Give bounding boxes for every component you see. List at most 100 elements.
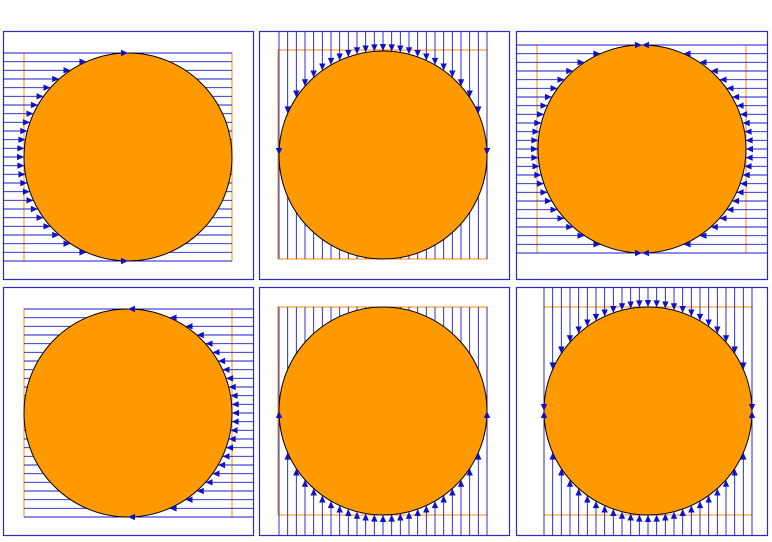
arrow-head <box>575 488 582 496</box>
arrow-head <box>679 305 686 313</box>
panel-lines-vertical-both <box>515 286 769 537</box>
arrow-head <box>745 154 753 161</box>
arrow-head <box>584 495 591 503</box>
arrow-head <box>301 79 309 87</box>
arrow-head <box>121 49 128 57</box>
arrow-head <box>662 513 669 521</box>
arrow-head <box>550 85 558 92</box>
arrow-head <box>212 349 220 356</box>
arrow-head <box>593 241 601 248</box>
arrow-head <box>642 249 649 257</box>
orange-circle <box>278 306 488 516</box>
arrow-head <box>345 49 352 57</box>
orange-circle <box>23 52 233 262</box>
arrow-head <box>218 357 226 365</box>
arrow-head <box>584 319 591 327</box>
orange-circle <box>278 50 488 260</box>
arrow-head <box>534 171 542 179</box>
arrow-head <box>405 511 413 519</box>
arrow-head <box>679 509 686 517</box>
arrow-head <box>557 76 565 83</box>
arrow-head <box>79 58 87 65</box>
arrow-head <box>36 93 44 100</box>
arrow-head <box>696 313 704 321</box>
arrow-head <box>532 128 540 135</box>
arrow-head <box>371 44 378 52</box>
arrow-head <box>327 501 335 509</box>
arrow-head <box>63 240 71 247</box>
arrow-head <box>719 76 727 83</box>
arrow-head <box>17 162 25 169</box>
arrow-head <box>466 90 473 98</box>
arrow-head <box>670 511 678 519</box>
arrow-head <box>362 45 369 53</box>
arrow-head <box>293 468 300 476</box>
arrow-head <box>558 468 565 476</box>
arrow-head <box>440 63 447 71</box>
arrow-head <box>577 232 585 239</box>
arrow-head <box>748 404 756 411</box>
arrow-head <box>745 137 753 144</box>
arrow-head <box>740 180 748 187</box>
arrow-head <box>746 145 753 153</box>
arrow-head <box>431 57 439 65</box>
arrow-head <box>275 148 283 155</box>
arrow-head <box>475 106 482 114</box>
arrow-head <box>696 501 704 509</box>
arrow-head <box>345 509 352 517</box>
arrow-head <box>483 411 491 418</box>
arrow-head <box>196 331 204 339</box>
arrow-head <box>466 468 473 476</box>
arrow-head <box>635 41 642 49</box>
arrow-head <box>592 501 600 509</box>
arrow-head <box>566 67 574 75</box>
arrow-head <box>18 136 26 143</box>
arrow-head <box>483 148 491 155</box>
arrow-head <box>319 495 326 503</box>
arrow-head <box>731 346 738 354</box>
arrow-head <box>218 461 226 469</box>
arrow-head <box>423 505 430 513</box>
panel-frame <box>258 30 511 281</box>
panel-frame <box>515 30 769 281</box>
arrow-head <box>397 45 404 53</box>
arrow-head <box>414 509 421 517</box>
arrow-head <box>327 57 335 65</box>
arrow-head <box>212 470 220 477</box>
arrow-head <box>17 145 25 152</box>
arrow-head <box>592 313 600 321</box>
arrow-head <box>549 362 556 370</box>
arrow-head <box>379 515 387 522</box>
arrow-head <box>26 110 34 117</box>
arrow-head <box>540 404 548 411</box>
arrow-head <box>636 300 643 308</box>
arrow-head <box>722 335 730 343</box>
panel-frame <box>515 286 769 537</box>
arrow-head <box>17 153 24 161</box>
arrow-head <box>699 59 707 66</box>
arrow-head <box>531 137 539 144</box>
arrow-head <box>688 505 695 513</box>
arrow-head <box>43 223 51 230</box>
arrow-head <box>536 111 544 118</box>
arrow-head <box>230 392 238 399</box>
arrow-head <box>740 111 748 118</box>
arrow-head <box>284 106 291 114</box>
arrow-head <box>128 305 135 313</box>
arrow-head <box>636 514 643 522</box>
arrow-head <box>20 127 28 135</box>
arrow-head <box>222 453 230 460</box>
arrow-head <box>549 452 556 460</box>
arrow-head <box>414 49 421 57</box>
arrow-head <box>26 197 34 204</box>
arrow-head <box>397 513 404 521</box>
arrow-head <box>540 189 548 196</box>
arrow-head <box>231 418 239 425</box>
arrow-head <box>688 309 695 317</box>
arrow-head <box>226 444 234 451</box>
arrow-head <box>610 509 617 517</box>
arrow-head <box>566 335 574 343</box>
arrow-head <box>540 411 548 418</box>
panel-lines-horizontal-both <box>515 30 769 281</box>
arrow-head <box>705 495 712 503</box>
